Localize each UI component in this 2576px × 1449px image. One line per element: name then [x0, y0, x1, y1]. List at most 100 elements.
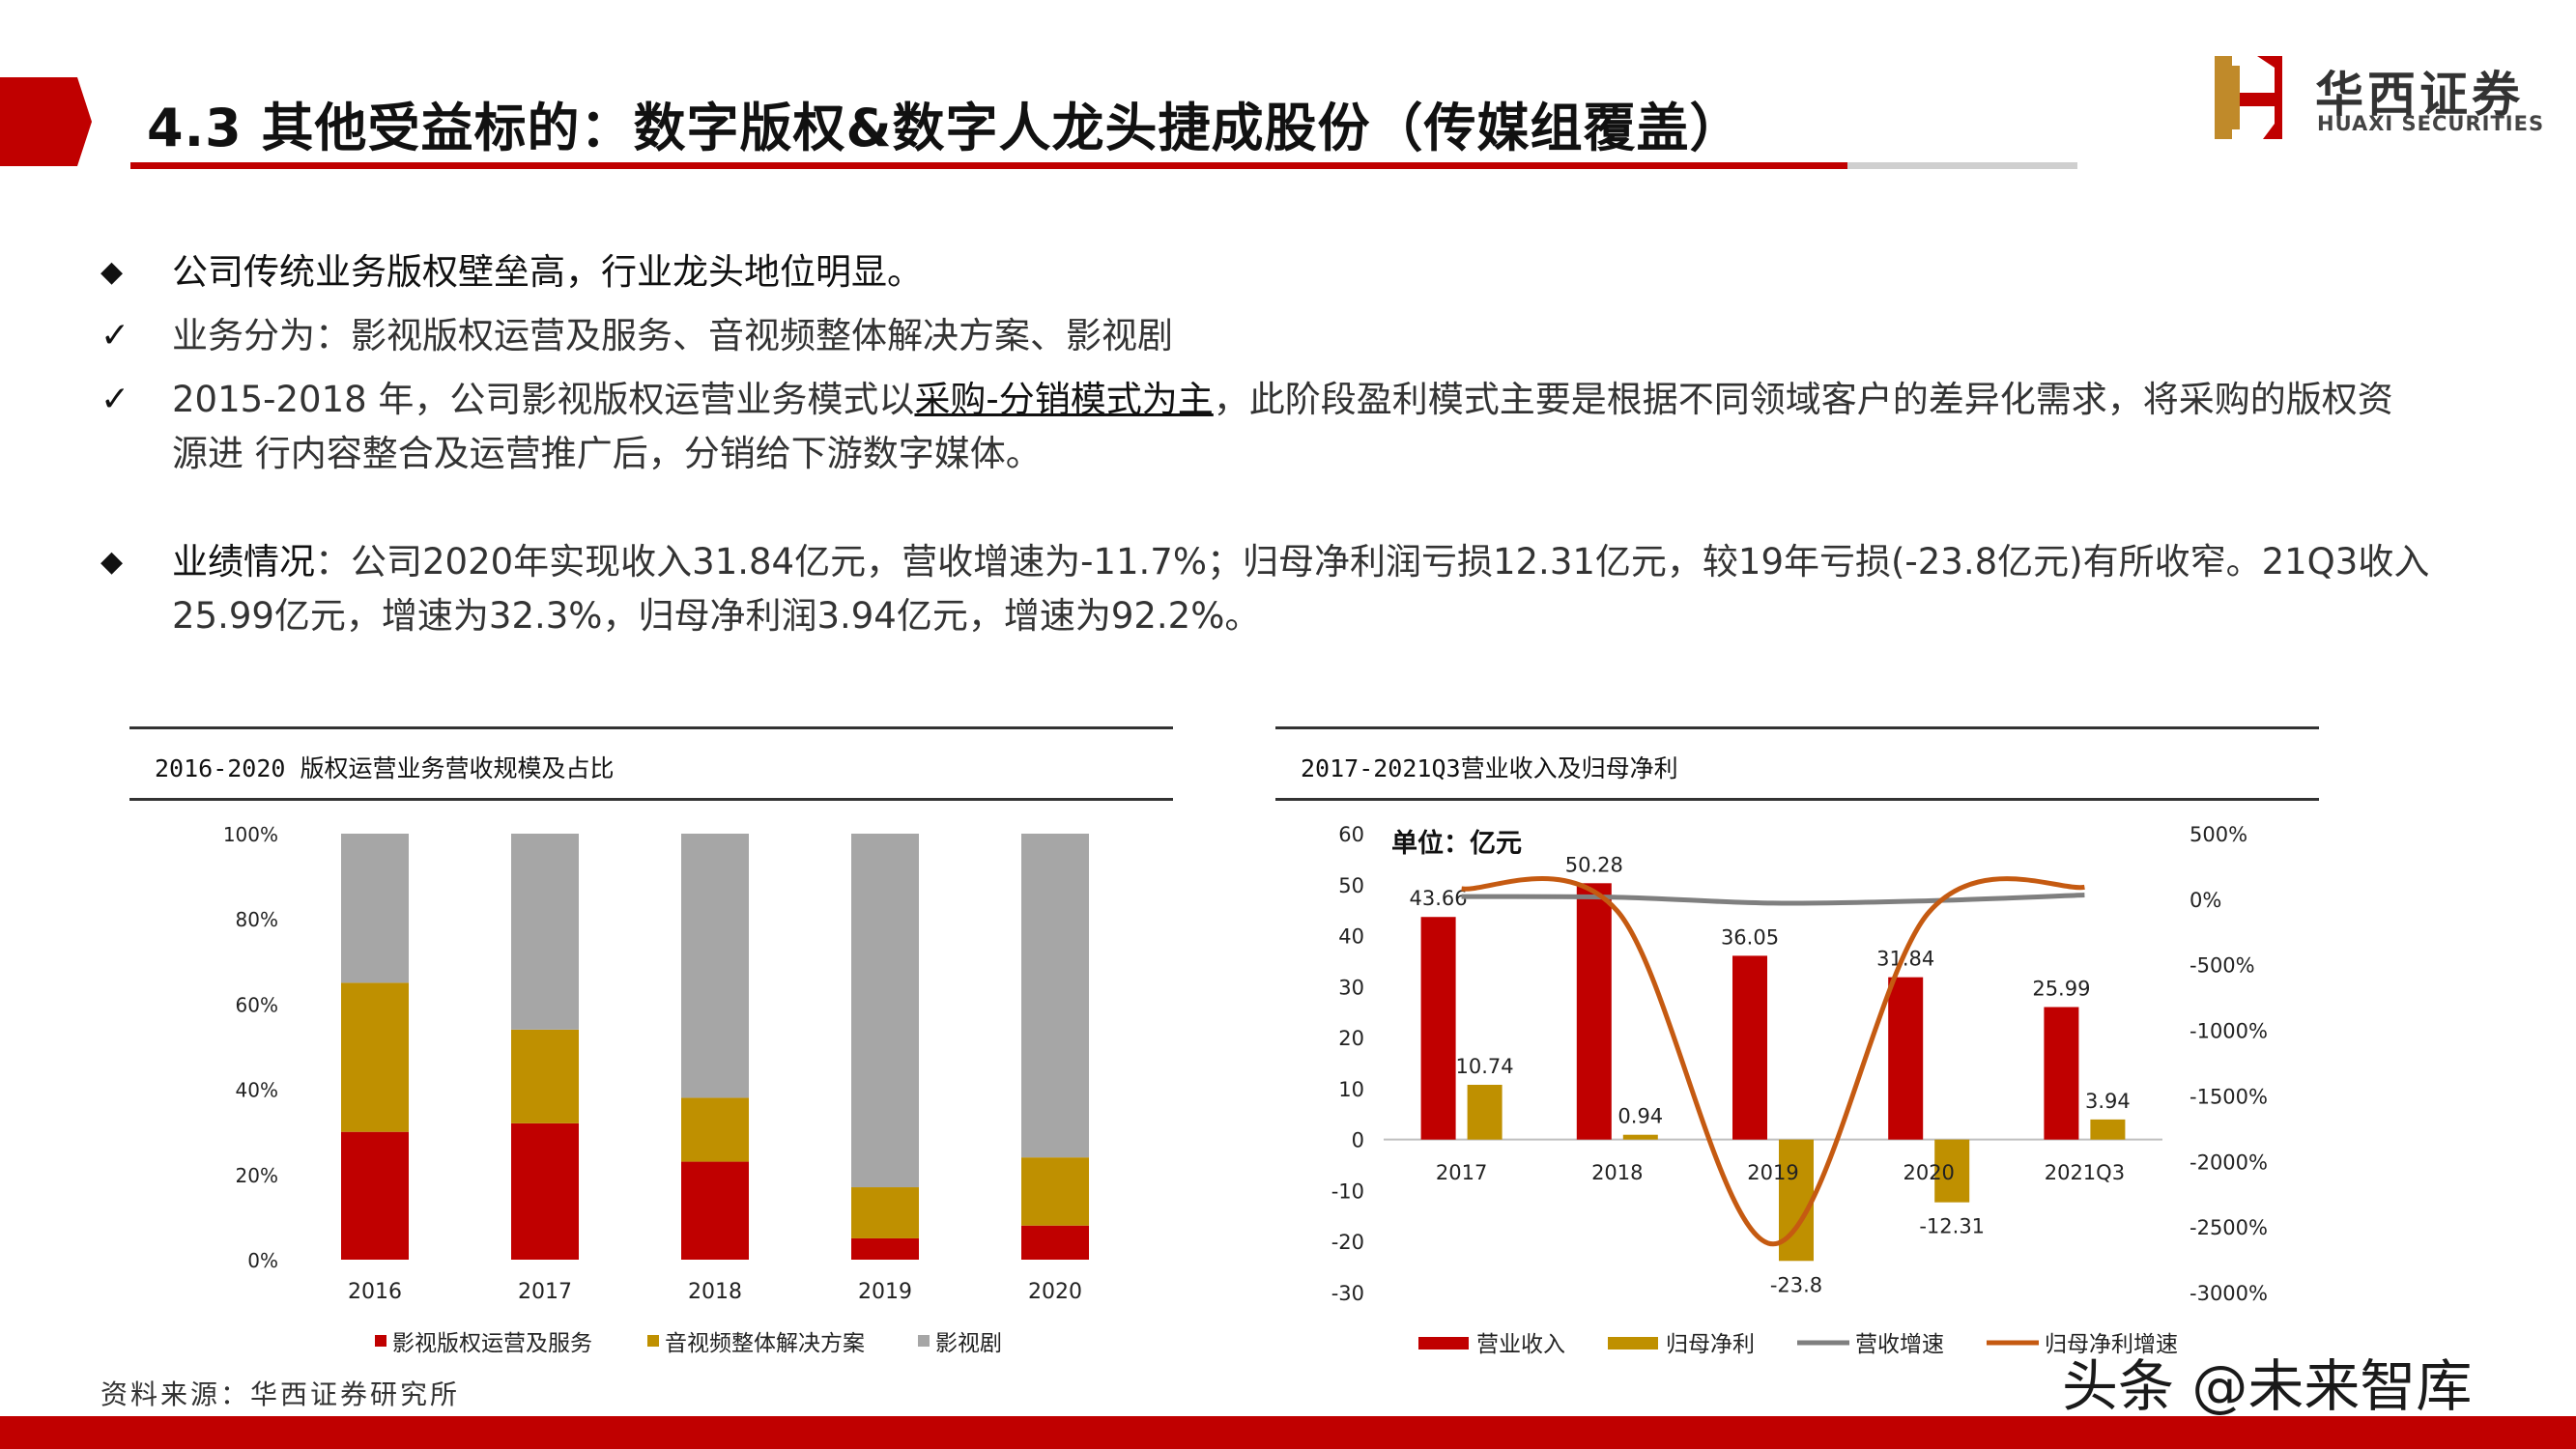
chart-1-legend-swatch: [375, 1335, 386, 1347]
logo-english-name: HUAXI SECURITIES: [2317, 112, 2545, 135]
check-bullet-icon: ✓: [100, 380, 130, 419]
chart-1-x-tick-label: 2017: [518, 1280, 572, 1304]
chart-1-y-tick-label: 20%: [236, 1164, 278, 1187]
paragraph-2: 业务分为：影视版权运营及服务、音视频整体解决方案、影视剧: [172, 315, 1173, 356]
chart-2-right-tick-label: -2500%: [2190, 1216, 2268, 1239]
chart-1-bar-segment: [851, 1187, 919, 1238]
chart-2-data-label: 10.74: [1456, 1055, 1514, 1078]
chart-2-right-tick-label: -3000%: [2190, 1282, 2268, 1305]
chart-2-right-tick-label: -2000%: [2190, 1151, 2268, 1174]
chart-2-right-tick-label: -500%: [2190, 954, 2255, 978]
paragraph-3-rest: ，此阶段盈利模式主要是根据不同领域客户的差异化需求，将采购的版权资: [1213, 379, 2393, 420]
paragraph-3-line-2: 源进 行内容整合及运营推广后，分销给下游数字媒体。: [172, 433, 1042, 474]
chart-2-bar: [1576, 883, 1612, 1140]
chart-2-right-tick-label: -1000%: [2190, 1020, 2268, 1043]
chart-2-bar: [2090, 1119, 2126, 1140]
title-tab-arrow: [0, 77, 92, 166]
chart-2-bar: [1420, 917, 1456, 1140]
check-bullet-icon: ✓: [100, 316, 130, 355]
chart-2-bar: [1622, 1134, 1658, 1140]
chart-2-line-series: [1461, 876, 2085, 1247]
chart-1-bar-segment: [341, 834, 409, 983]
chart-2-left-tick-label: 40: [1338, 925, 1364, 949]
chart-2-data-label: 43.66: [1410, 887, 1468, 910]
diamond-bullet-icon: ◆: [100, 545, 124, 579]
title-underline-gray: [1847, 162, 2077, 169]
paragraph-4-label: 业绩情况: [172, 541, 315, 582]
diamond-bullet-icon: ◆: [100, 255, 124, 289]
chart-2-legend-swatch: [1418, 1337, 1469, 1350]
paragraph-3-emphasis: 采购-分销模式为主: [914, 379, 1214, 420]
chart-2-data-label: 25.99: [2032, 977, 2090, 1000]
chart-1-x-tick-label: 2020: [1028, 1280, 1082, 1304]
paragraph-4-line-2: 25.99亿元，增速为32.3%，归母净利润3.94亿元，增速为92.2%。: [172, 595, 1261, 637]
chart-2-data-label: -12.31: [1919, 1215, 1985, 1238]
bottom-bar: [0, 1416, 2576, 1449]
chart-2-x-tick-label: 2017: [1436, 1161, 1487, 1184]
chart-2-left-tick-label: 50: [1338, 874, 1364, 897]
chart-1-bar-segment: [681, 834, 749, 1098]
chart-2-title: 2017-2021Q3营业收入及归母净利: [1301, 754, 1678, 782]
chart-2-left-tick-label: 10: [1338, 1078, 1364, 1101]
chart-2-x-tick-label: 2019: [1747, 1161, 1798, 1184]
chart-1-bar-segment: [681, 1161, 749, 1260]
chart-1-y-tick-label: 40%: [236, 1079, 278, 1102]
chart-1-title: 2016-2020 版权运营业务营收规模及占比: [155, 754, 615, 782]
chart-2-x-tick-label: 2018: [1591, 1161, 1643, 1184]
title-underline-red: [130, 162, 1847, 169]
chart-1-y-tick-label: 100%: [223, 823, 278, 846]
chart-2-legend-label: 营收增速: [1855, 1332, 1944, 1357]
chart-2-bar: [1888, 977, 1924, 1140]
chart-1-bar-segment: [1021, 1157, 1089, 1226]
chart-2-x-tick-label: 2020: [1903, 1161, 1954, 1184]
chart-2-left-tick-label: -10: [1331, 1179, 1364, 1203]
huaxi-logo: 华西证券 HUAXI SECURITIES: [2215, 56, 2553, 143]
chart-2-data-label: 3.94: [2085, 1090, 2131, 1113]
chart-2-data-label: 0.94: [1617, 1105, 1663, 1128]
chart-2-left-tick-label: 0: [1352, 1129, 1364, 1152]
chart-1-y-tick-label: 80%: [236, 908, 278, 931]
chart-2-bar: [1934, 1139, 1970, 1203]
chart-1-bar-segment: [511, 834, 579, 1030]
chart-2-legend-label: 归母净利: [1666, 1332, 1755, 1357]
source-note: 资料来源：华西证券研究所: [100, 1378, 461, 1410]
logo-chinese-name: 华西证券: [2315, 67, 2524, 123]
chart-1-legend-label: 影视版权运营及服务: [392, 1331, 592, 1356]
chart-2-left-tick-label: 20: [1338, 1027, 1364, 1050]
chart-2-top-rule: [1275, 726, 2319, 729]
chart-2-bar: [1732, 955, 1767, 1140]
chart-2-right-tick-label: 0%: [2190, 889, 2221, 912]
chart-1-top-rule: [129, 726, 1173, 729]
chart-1-bar-segment: [851, 834, 919, 1188]
chart-2-left-tick-label: 30: [1338, 976, 1364, 999]
chart-1-legend-label: 影视剧: [935, 1331, 1002, 1356]
paragraph-3: 2015-2018 年，公司影视版权运营业务模式以采购-分销模式为主，此阶段盈利…: [172, 373, 2393, 427]
chart-1-bar-segment: [511, 1029, 579, 1123]
chart-2-right-tick-label: -1500%: [2190, 1085, 2268, 1108]
chart-1-bar-segment: [851, 1237, 919, 1260]
chart-2-line-series: [1461, 893, 2085, 906]
chart-2-x-tick-label: 2021Q3: [2045, 1161, 2125, 1184]
chart-2-left-tick-label: -20: [1331, 1231, 1364, 1254]
chart-2-bar: [1467, 1084, 1503, 1140]
chart-2-right-tick-label: 500%: [2190, 823, 2247, 846]
chart-1-y-tick-label: 60%: [236, 993, 278, 1016]
chart-1-bar-segment: [1021, 834, 1089, 1158]
chart-2-legend-swatch: [1608, 1337, 1658, 1350]
chart-1-legend-swatch: [918, 1335, 930, 1347]
chart-1-bar-segment: [681, 1097, 749, 1162]
paragraph-4: 业绩情况：公司2020年实现收入31.84亿元，营收增速为-11.7%；归母净利…: [172, 535, 2429, 589]
page-title: 4.3 其他受益标的：数字版权&数字人龙头捷成股份（传媒组覆盖）: [147, 98, 1743, 158]
paragraph-1: 公司传统业务版权壁垒高，行业龙头地位明显。: [172, 251, 923, 293]
chart-1-title-rule: [129, 798, 1173, 801]
paragraph-3-lead: 2015-2018 年，公司影视版权运营业务模式以: [172, 379, 915, 420]
chart-2-data-label: -23.8: [1770, 1273, 1822, 1296]
chart-1-bar-segment: [341, 982, 409, 1132]
chart-1-bar-segment: [341, 1131, 409, 1260]
huaxi-logo-mark-icon: [2215, 56, 2282, 139]
chart-2-left-tick-label: -30: [1331, 1282, 1364, 1305]
chart-2-unit-label: 单位：亿元: [1391, 828, 1522, 859]
chart-1-bar-segment: [1021, 1225, 1089, 1260]
